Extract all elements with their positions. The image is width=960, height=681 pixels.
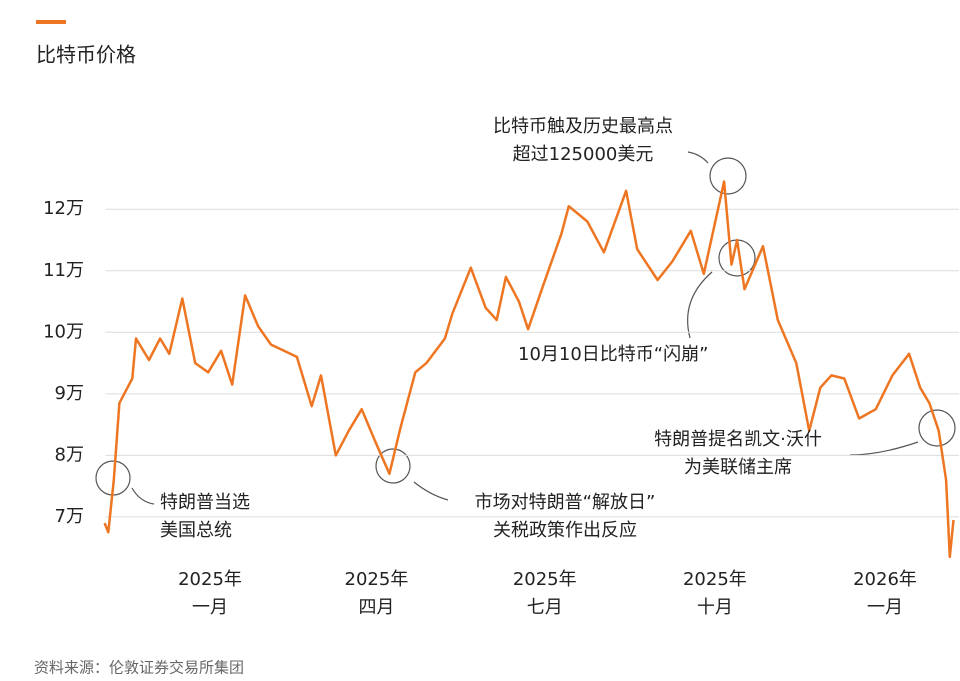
legend-swatch — [36, 20, 66, 24]
annotation-leader — [687, 151, 709, 164]
annotation-circle — [375, 448, 411, 484]
y-tick-label: 11万 — [43, 260, 84, 281]
x-tick-label: 2025年七月 — [513, 569, 577, 618]
annotation: 特朗普当选美国总统 — [160, 492, 250, 541]
annotation-circle — [918, 409, 956, 447]
annotation-leader — [413, 481, 449, 501]
y-tick-label: 9万 — [55, 383, 84, 404]
price-line — [103, 180, 955, 559]
annotation-circle — [709, 157, 747, 195]
annotation: 10月10日比特币“闪崩” — [518, 344, 708, 365]
y-tick-label: 7万 — [55, 506, 84, 527]
x-tick-label: 2026年一月 — [853, 569, 917, 618]
y-tick-label: 8万 — [55, 444, 84, 465]
annotation-leader — [131, 487, 155, 505]
annotation: 比特币触及历史最高点超过125000美元 — [493, 116, 673, 165]
y-tick-label: 10万 — [43, 321, 84, 342]
annotation-shapes — [95, 151, 956, 505]
legend-label: 比特币价格 — [36, 43, 136, 67]
x-tick-label: 2025年十月 — [683, 569, 747, 618]
y-tick-label: 12万 — [43, 198, 84, 219]
x-tick-label: 2025年四月 — [345, 569, 409, 618]
annotation-leader — [687, 271, 713, 339]
x-tick-label: 2025年一月 — [178, 569, 242, 618]
annotation: 特朗普提名凯文·沃什为美联储主席 — [654, 429, 822, 478]
source-note: 资料来源：伦敦证券交易所集团 — [34, 659, 244, 677]
annotation: 市场对特朗普“解放日”关税政策作出反应 — [475, 492, 656, 541]
annotation-leader — [849, 441, 919, 456]
